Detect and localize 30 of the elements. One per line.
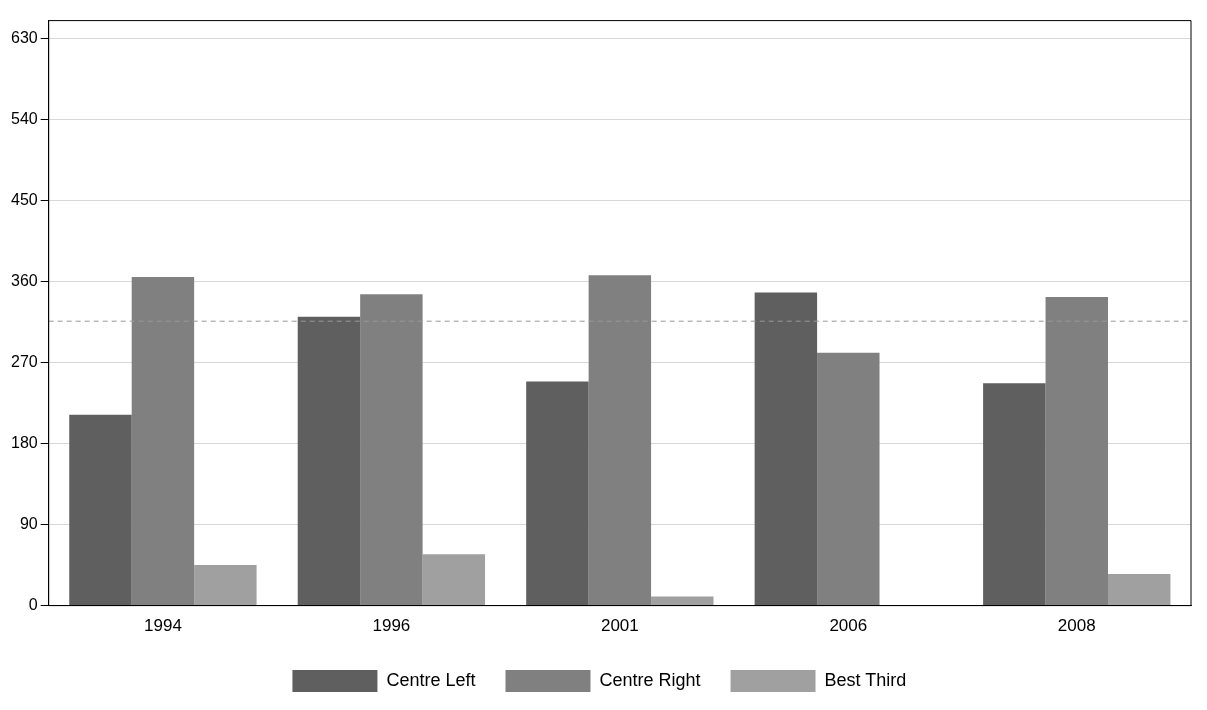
legend-label: Centre Left [386,669,476,690]
bar [588,275,652,606]
bar [983,383,1046,606]
legend-label: Best Third [824,669,907,690]
y-tick-label: 360 [10,272,38,290]
legend-label: Centre Right [599,669,701,690]
bar [817,352,880,606]
x-tick-label: 2008 [1057,616,1096,636]
bar [1107,574,1171,606]
bar [297,316,361,606]
y-tick-label: 630 [10,29,38,47]
bar [1045,296,1108,606]
bar [131,277,195,606]
y-tick-label: 90 [19,515,38,533]
x-tick-label: 1994 [144,616,182,636]
bar [422,554,486,606]
bar [651,596,714,606]
x-tick-label: 2001 [600,616,639,636]
bar [69,414,132,606]
y-tick-label: 450 [10,191,38,209]
x-tick-label: 2006 [829,616,868,636]
bar [526,381,589,606]
x-tick-label: 1996 [372,616,411,636]
bar [754,292,818,606]
bar [194,565,257,606]
y-tick-label: 0 [28,596,38,614]
y-tick-label: 270 [10,353,38,371]
y-tick-label: 180 [10,434,38,452]
y-tick-label: 540 [10,110,38,128]
bar [360,294,423,606]
